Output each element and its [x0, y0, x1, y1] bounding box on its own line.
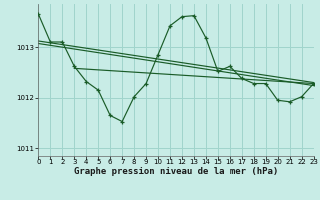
X-axis label: Graphe pression niveau de la mer (hPa): Graphe pression niveau de la mer (hPa): [74, 167, 278, 176]
